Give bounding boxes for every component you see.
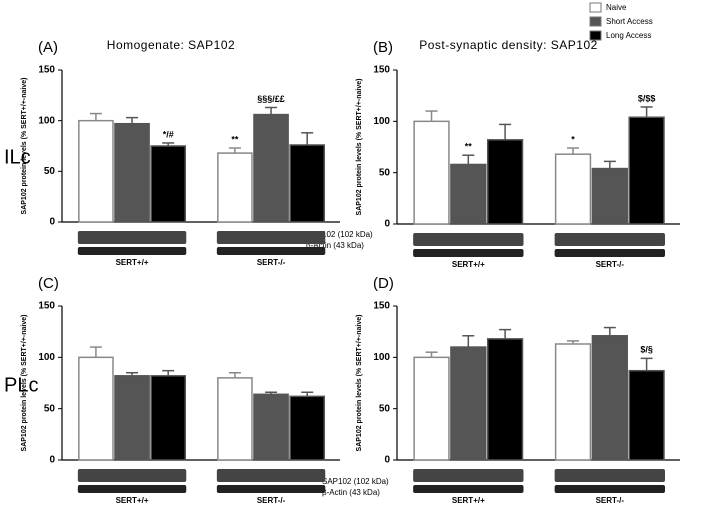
bar xyxy=(450,346,487,461)
x-tick-label: SERT-/- xyxy=(596,260,625,269)
bar xyxy=(217,377,253,461)
legend-label: Naive xyxy=(606,3,627,12)
x-tick-label: SERT-/- xyxy=(257,258,286,267)
bar xyxy=(78,356,114,461)
x-tick-label: SERT-/- xyxy=(596,496,625,505)
bar xyxy=(253,393,289,461)
bar xyxy=(591,167,628,225)
bar xyxy=(413,356,450,461)
x-tick-label: SERT+/+ xyxy=(452,496,485,505)
blot-label: β-Actin (43 kDa) xyxy=(322,488,380,497)
blot-band xyxy=(77,485,187,493)
y-tick-label: 50 xyxy=(379,167,391,178)
y-tick-label: 50 xyxy=(379,403,391,414)
blot-band xyxy=(554,469,666,482)
y-axis-label: SAP102 protein levels (% SERT+/+-naive) xyxy=(21,78,28,215)
blot-band xyxy=(77,231,187,244)
significance-label: */# xyxy=(163,129,174,139)
blot-band xyxy=(413,469,524,482)
bar xyxy=(150,375,187,461)
y-tick-label: 150 xyxy=(373,301,390,312)
y-tick-label: 0 xyxy=(384,219,390,230)
significance-label: $/$$ xyxy=(638,93,656,103)
legend-label: Long Access xyxy=(606,31,651,40)
bar xyxy=(289,144,326,223)
bar xyxy=(628,116,665,225)
panel-label: (B) xyxy=(373,39,393,56)
bar xyxy=(486,139,524,225)
y-tick-label: 150 xyxy=(373,65,390,76)
blot-band xyxy=(554,249,666,257)
y-tick-label: 150 xyxy=(38,301,55,312)
bar xyxy=(450,163,487,225)
blot-band xyxy=(216,469,326,482)
x-tick-label: SERT+/+ xyxy=(116,258,149,267)
blot-band xyxy=(554,233,666,246)
blot-label: SAP102 (102 kDa) xyxy=(322,477,389,486)
bar xyxy=(486,338,524,461)
blot-band xyxy=(554,485,666,493)
significance-label: $/§ xyxy=(640,345,653,355)
bar xyxy=(217,152,253,223)
significance-label: ** xyxy=(231,134,239,144)
blot-band xyxy=(413,485,524,493)
x-tick-label: SERT-/- xyxy=(257,496,286,505)
bar xyxy=(114,375,150,461)
bar xyxy=(628,369,665,461)
y-tick-label: 50 xyxy=(44,403,56,414)
significance-label: §§§/££ xyxy=(257,94,285,104)
x-tick-label: SERT+/+ xyxy=(116,496,149,505)
y-tick-label: 100 xyxy=(38,115,55,126)
legend-swatch xyxy=(589,16,602,27)
bar xyxy=(150,145,187,223)
y-axis-label: SAP102 protein levels (% SERT+/+-naive) xyxy=(356,315,363,452)
blot-band xyxy=(216,485,326,493)
y-tick-label: 50 xyxy=(44,166,56,177)
y-tick-label: 100 xyxy=(373,352,390,363)
bar xyxy=(289,395,326,461)
bar xyxy=(253,113,289,223)
blot-band xyxy=(77,247,187,255)
bar xyxy=(114,122,150,223)
blot-band xyxy=(413,249,524,257)
y-tick-label: 0 xyxy=(49,217,55,228)
bar xyxy=(554,343,592,461)
significance-label: * xyxy=(571,134,575,144)
y-tick-label: 0 xyxy=(384,455,390,466)
chart-title: Homogenate: SAP102 xyxy=(107,38,235,52)
chart-title: Post-synaptic density: SAP102 xyxy=(419,38,598,52)
row-label: PLc xyxy=(4,374,38,396)
bar xyxy=(554,153,592,225)
y-tick-label: 100 xyxy=(38,352,55,363)
y-axis-label: SAP102 protein levels (% SERT+/+-naive) xyxy=(21,315,28,452)
blot-label: SAP102 (102 kDa) xyxy=(306,230,373,239)
y-axis-label: SAP102 protein levels (% SERT+/+-naive) xyxy=(356,79,363,216)
row-label: ILc xyxy=(4,146,31,168)
y-tick-label: 0 xyxy=(49,455,55,466)
legend-swatch xyxy=(589,2,602,13)
panel-label: (D) xyxy=(373,275,394,292)
x-tick-label: SERT+/+ xyxy=(452,260,485,269)
panel-label: (A) xyxy=(38,39,58,56)
bar xyxy=(78,119,114,223)
blot-label: β-Actin (43 kDa) xyxy=(306,241,364,250)
bar xyxy=(413,120,450,225)
panel-label: (C) xyxy=(38,275,59,292)
legend-label: Short Access xyxy=(606,17,653,26)
blot-band xyxy=(216,231,326,244)
y-tick-label: 150 xyxy=(38,65,55,76)
blot-band xyxy=(77,469,187,482)
blot-band xyxy=(413,233,524,246)
legend-swatch xyxy=(589,30,602,41)
blot-band xyxy=(216,247,326,255)
bar xyxy=(591,335,628,461)
significance-label: ** xyxy=(465,142,473,152)
y-tick-label: 100 xyxy=(373,116,390,127)
